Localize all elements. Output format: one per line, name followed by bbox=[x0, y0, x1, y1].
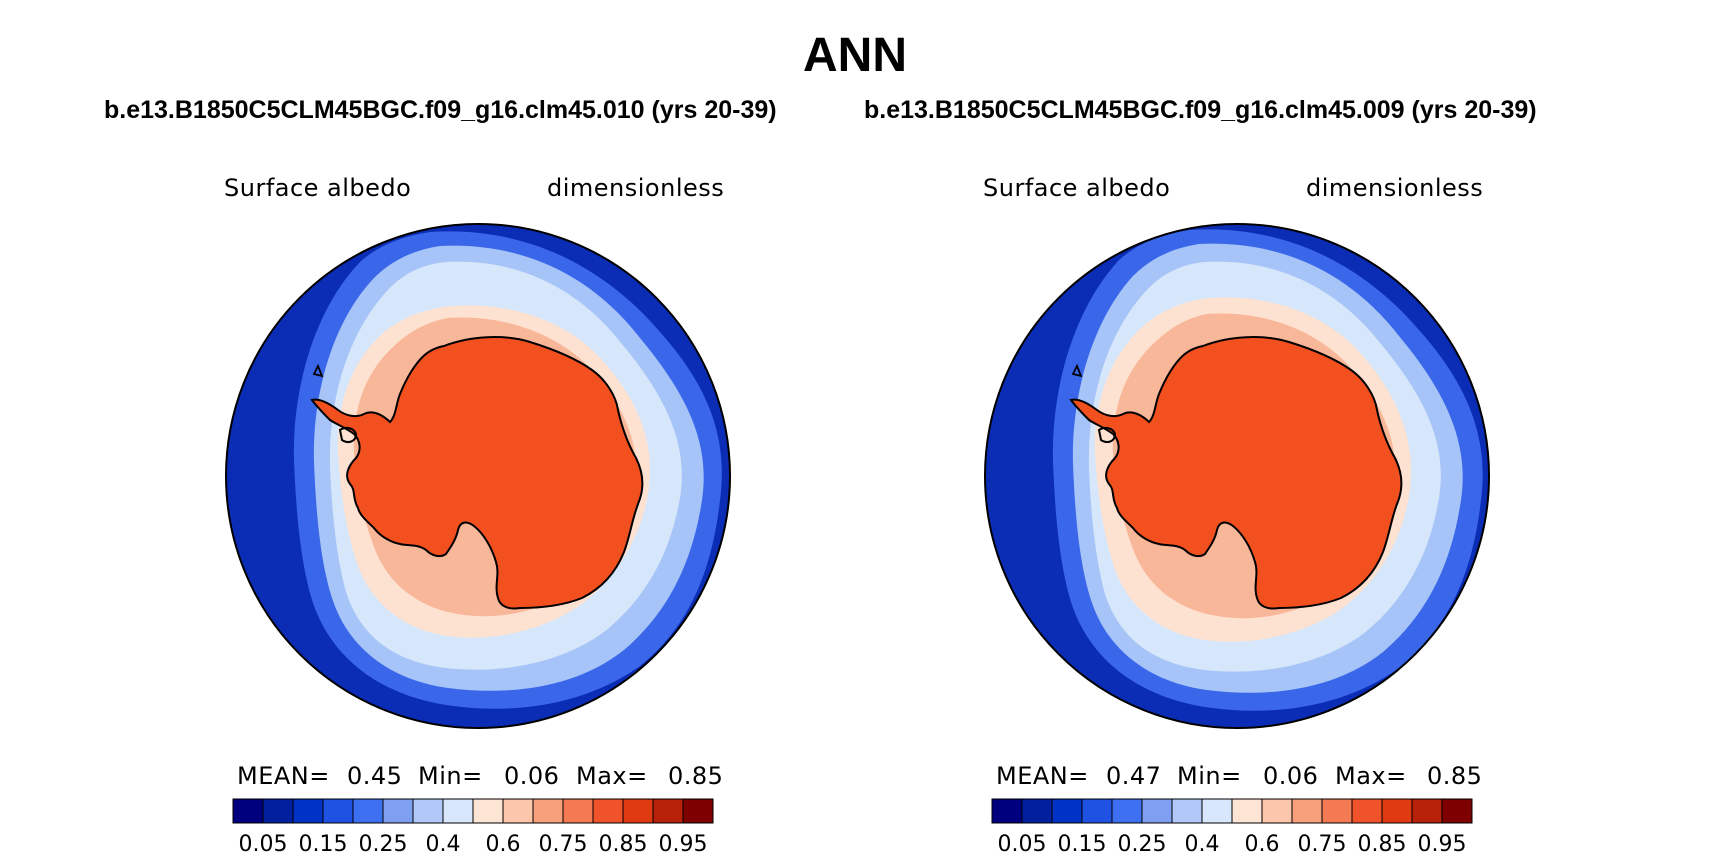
colorbar-tick-label-right: 0.05 bbox=[998, 832, 1047, 855]
mean-label-left: MEAN= bbox=[237, 762, 330, 790]
min-value-left: 0.06 bbox=[504, 762, 560, 790]
colorbar-tick-label-left: 0.05 bbox=[239, 832, 288, 855]
polar-map-left bbox=[225, 223, 731, 729]
colorbar-swatch-left bbox=[592, 798, 624, 824]
variable-label-right: Surface albedo bbox=[983, 174, 1171, 202]
colorbar-tick-label-left: 0.6 bbox=[486, 832, 521, 855]
map-border-right bbox=[984, 223, 1490, 729]
map-border-left bbox=[225, 223, 731, 729]
min-label-right: Min= bbox=[1177, 762, 1242, 790]
max-value-right: 0.85 bbox=[1427, 762, 1483, 790]
colorbar-swatch-left bbox=[532, 798, 564, 824]
colorbar-tick-label-right: 0.25 bbox=[1118, 832, 1167, 855]
colorbar-swatch-right bbox=[1201, 798, 1233, 824]
mean-label-right: MEAN= bbox=[996, 762, 1089, 790]
max-value-left: 0.85 bbox=[668, 762, 724, 790]
colorbar-tick-label-right: 0.95 bbox=[1418, 832, 1467, 855]
colorbar-swatch-left bbox=[352, 798, 384, 824]
colorbar-swatch-left bbox=[472, 798, 504, 824]
colorbar-swatch-right bbox=[1411, 798, 1443, 824]
mean-value-left: 0.45 bbox=[347, 762, 403, 790]
colorbar-swatch-left bbox=[502, 798, 534, 824]
colorbar-swatch-right bbox=[1171, 798, 1203, 824]
peninsula-islet-left bbox=[312, 363, 324, 378]
colorbar-tick-label-right: 0.75 bbox=[1298, 832, 1347, 855]
figure-title: ANN bbox=[803, 29, 907, 82]
colorbar-tick-label-left: 0.25 bbox=[359, 832, 408, 855]
colorbar-swatch-right bbox=[1441, 798, 1473, 824]
mean-value-right: 0.47 bbox=[1106, 762, 1162, 790]
colorbar-tick-label-left: 0.95 bbox=[659, 832, 708, 855]
colorbar-swatch-left bbox=[382, 798, 414, 824]
max-label-left: Max= bbox=[576, 762, 648, 790]
case-label-left: b.e13.B1850C5CLM45BGC.f09_g16.clm45.010 … bbox=[104, 96, 777, 124]
colorbar-swatch-right bbox=[1291, 798, 1323, 824]
colorbar-swatch-left bbox=[562, 798, 594, 824]
colorbar-swatch-left bbox=[682, 798, 714, 824]
colorbar-swatch-right bbox=[1231, 798, 1263, 824]
peninsula-island-left bbox=[338, 426, 358, 443]
min-label-left: Min= bbox=[418, 762, 483, 790]
colorbar-swatch-right bbox=[1141, 798, 1173, 824]
max-label-right: Max= bbox=[1335, 762, 1407, 790]
colorbar-swatch-left bbox=[262, 798, 294, 824]
colorbar-swatch-right bbox=[991, 798, 1023, 824]
colorbar-tick-label-right: 0.85 bbox=[1358, 832, 1407, 855]
colorbar-swatch-left bbox=[442, 798, 474, 824]
colorbar-tick-label-right: 0.15 bbox=[1058, 832, 1107, 855]
antarctica-left bbox=[310, 336, 644, 610]
variable-label-left: Surface albedo bbox=[224, 174, 412, 202]
colorbar-left: 0.05 0.15 0.25 0.4 0.6 0.75 0.85 0.95 bbox=[232, 798, 714, 855]
antarctica-right bbox=[1069, 336, 1403, 610]
colorbar-swatch-left bbox=[292, 798, 324, 824]
colorbar-swatch-right bbox=[1111, 798, 1143, 824]
units-label-left: dimensionless bbox=[547, 174, 725, 202]
colorbar-tick-label-right: 0.4 bbox=[1185, 832, 1220, 855]
units-label-right: dimensionless bbox=[1306, 174, 1484, 202]
colorbar-swatch-left bbox=[322, 798, 354, 824]
colorbar-swatch-left bbox=[652, 798, 684, 824]
peninsula-island-right bbox=[1097, 426, 1117, 443]
min-value-right: 0.06 bbox=[1263, 762, 1319, 790]
colorbar-swatch-right bbox=[1381, 798, 1413, 824]
colorbar-tick-label-left: 0.15 bbox=[299, 832, 348, 855]
colorbar-swatch-right bbox=[1321, 798, 1353, 824]
colorbar-tick-label-right: 0.6 bbox=[1245, 832, 1280, 855]
colorbar-tick-label-left: 0.75 bbox=[539, 832, 588, 855]
colorbar-swatch-right bbox=[1261, 798, 1293, 824]
colorbar-tick-label-left: 0.85 bbox=[599, 832, 648, 855]
colorbar-swatch-right bbox=[1081, 798, 1113, 824]
polar-map-right bbox=[984, 223, 1490, 729]
colorbar-swatch-left bbox=[622, 798, 654, 824]
peninsula-islet-right bbox=[1071, 363, 1083, 378]
colorbar-swatch-right bbox=[1351, 798, 1383, 824]
colorbar-swatch-left bbox=[232, 798, 264, 824]
colorbar-swatch-left bbox=[412, 798, 444, 824]
colorbar-swatch-right bbox=[1021, 798, 1053, 824]
colorbar-tick-label-left: 0.4 bbox=[426, 832, 461, 855]
colorbar-swatch-right bbox=[1051, 798, 1083, 824]
colorbar-right: 0.05 0.15 0.25 0.4 0.6 0.75 0.85 0.95 bbox=[991, 798, 1473, 855]
case-label-right: b.e13.B1850C5CLM45BGC.f09_g16.clm45.009 … bbox=[864, 96, 1537, 124]
